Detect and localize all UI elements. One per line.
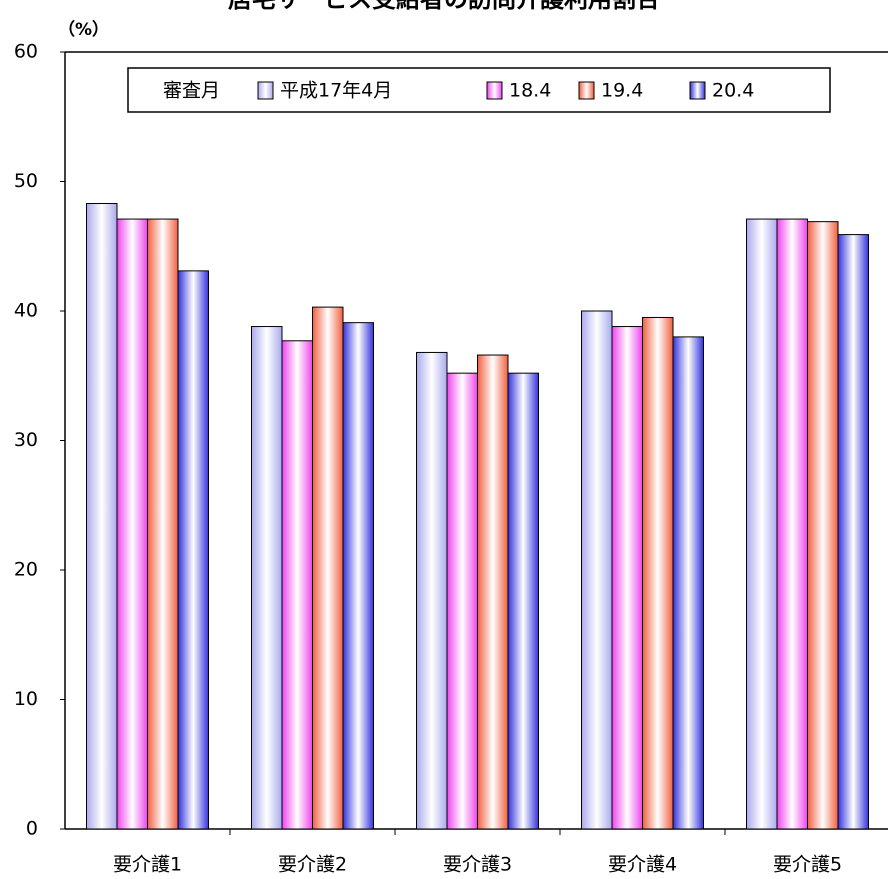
bar bbox=[177, 270, 209, 830]
legend-swatch bbox=[689, 81, 706, 100]
y-unit: （%） bbox=[58, 19, 109, 40]
legend-box bbox=[127, 67, 831, 113]
bar bbox=[807, 221, 839, 830]
y-tick-label: 60 bbox=[14, 41, 38, 63]
y-tick-label: 40 bbox=[14, 300, 38, 322]
y-tick-label: 50 bbox=[14, 170, 38, 192]
y-tick-label: 30 bbox=[14, 429, 38, 451]
legend-label: 19.4 bbox=[601, 80, 643, 102]
y-tick-label: 20 bbox=[14, 559, 38, 581]
bar bbox=[116, 218, 148, 830]
x-tick-label: 要介護4 bbox=[608, 854, 677, 876]
bar bbox=[507, 372, 539, 830]
bar bbox=[251, 326, 283, 830]
bar bbox=[642, 316, 674, 830]
legend-label: 20.4 bbox=[712, 80, 754, 102]
legend-swatch bbox=[257, 81, 274, 100]
bar bbox=[837, 234, 869, 830]
legend-swatch bbox=[486, 81, 503, 100]
bar bbox=[342, 322, 374, 830]
bar bbox=[672, 336, 704, 830]
x-tick-label: 要介護1 bbox=[113, 854, 182, 876]
legend-label: 平成17年4月 bbox=[280, 80, 392, 102]
y-tick-label: 10 bbox=[14, 688, 38, 710]
x-tick-label: 要介護5 bbox=[773, 854, 842, 876]
bar bbox=[446, 372, 478, 830]
bar bbox=[312, 306, 344, 830]
y-tick-label: 0 bbox=[26, 818, 38, 840]
bar bbox=[746, 218, 778, 830]
bar bbox=[776, 218, 808, 830]
x-tick-label: 要介護3 bbox=[443, 854, 512, 876]
chart-title: 居宅サービス受給者の訪問介護利用割合 bbox=[228, 0, 661, 13]
bar bbox=[581, 310, 613, 830]
legend-swatch bbox=[578, 81, 595, 100]
legend-title: 審査月 bbox=[163, 80, 220, 102]
bar bbox=[416, 351, 448, 830]
bar bbox=[86, 203, 118, 830]
bar bbox=[477, 354, 509, 830]
bar bbox=[281, 340, 313, 830]
x-tick-label: 要介護2 bbox=[278, 854, 347, 876]
bar bbox=[147, 218, 179, 830]
bar bbox=[611, 326, 643, 830]
legend-label: 18.4 bbox=[509, 80, 551, 102]
